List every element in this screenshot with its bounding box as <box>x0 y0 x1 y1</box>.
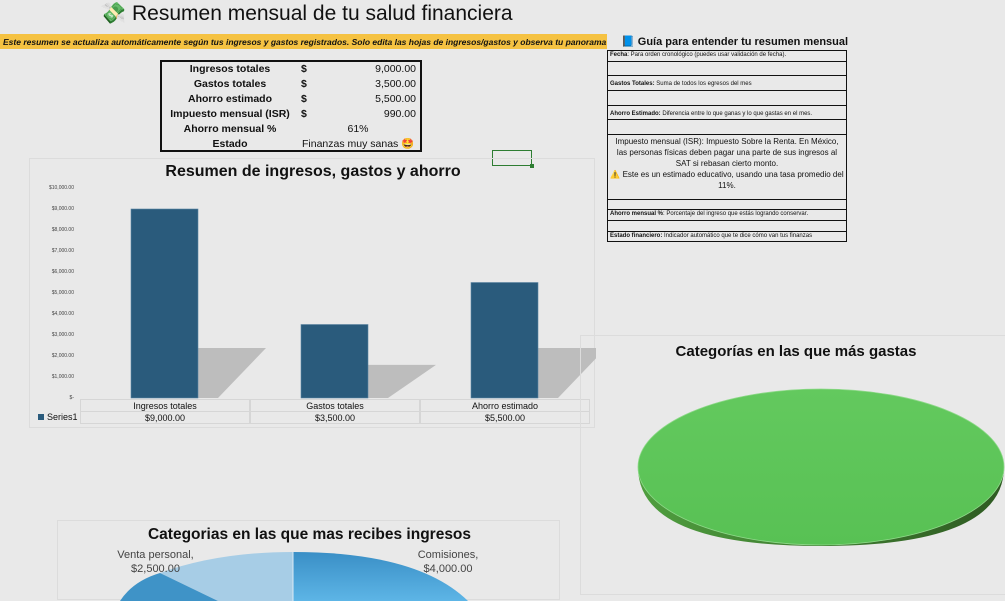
guide-row-empty <box>607 119 847 135</box>
y-tick-label: $1,000.00 <box>51 374 74 380</box>
guide-panel: 📘 Guía para entender tu resumen mensual … <box>607 35 848 245</box>
expense-pie-chart[interactable]: Categorías en las que más gastas <box>580 335 1005 595</box>
income-pie-plot <box>120 552 468 601</box>
info-banner: Este resumen se actualiza automáticament… <box>0 34 607 49</box>
legend-series1: Series1 <box>32 411 80 424</box>
pie-slice-venta <box>160 552 293 601</box>
guide-row-isr: Impuesto mensual (ISR): Impuesto Sobre l… <box>607 134 847 200</box>
bar <box>470 282 539 399</box>
data-label: $5,500.00 <box>420 411 590 424</box>
guide-row-gastos: Gastos Totales: Suma de todos los egreso… <box>607 75 847 91</box>
bar-shadow <box>198 348 266 398</box>
income-pie-chart[interactable]: Categorias en las que mas recibes ingres… <box>57 520 560 601</box>
guide-row-empty <box>607 90 847 106</box>
data-label-comisiones: Comisiones, $4,000.00 <box>417 549 479 575</box>
summary-row: Estado Finanzas muy sanas 🤩 <box>212 138 415 150</box>
summary-row: Gastos totales $3,500.00 <box>193 78 416 90</box>
pie-slice <box>637 388 1005 546</box>
money-with-wings-icon: 💸 <box>100 2 127 25</box>
y-tick-label: $8,000.00 <box>51 227 74 233</box>
guide-row-estado: Estado financiero: Indicador automático … <box>607 231 847 242</box>
y-tick-label: $4,000.00 <box>51 311 74 317</box>
summary-row: Ahorro mensual % 61% <box>183 123 369 135</box>
bar-shadow <box>538 348 596 398</box>
bar-plot <box>130 208 596 399</box>
pie-slice-comisiones <box>293 552 468 601</box>
y-tick-label: $6,000.00 <box>51 269 74 275</box>
summary-table: Ingresos totales $9,000.00 Gastos totales… <box>160 60 422 152</box>
summary-row: Ingresos totales $9,000.00 <box>189 63 416 75</box>
summary-row: Impuesto mensual (ISR) $990.00 <box>170 108 416 120</box>
pie-plot <box>637 388 1005 546</box>
data-label: $3,500.00 <box>250 411 420 424</box>
guide-row-ahorro: Ahorro Estimado: Diferencia entre lo que… <box>607 105 847 120</box>
y-tick-label: $10,000.00 <box>48 185 74 191</box>
summary-row: Ahorro estimado $5,500.00 <box>187 93 416 105</box>
y-tick-label: $- <box>69 395 74 401</box>
y-tick-label: $3,000.00 <box>51 332 74 338</box>
y-tick-label: $9,000.00 <box>51 206 74 212</box>
data-label: $9,000.00 <box>80 411 250 424</box>
legend-swatch <box>38 414 44 420</box>
page-title: 💸 Resumen mensual de tu salud financiera <box>100 2 513 25</box>
book-icon: 📘 <box>621 36 635 48</box>
guide-title: 📘 Guía para entender tu resumen mensual <box>621 36 849 48</box>
y-tick-label: $5,000.00 <box>51 290 74 296</box>
chart-title: Resumen de ingresos, gastos y ahorro <box>165 163 461 180</box>
bar <box>130 208 199 399</box>
chart-title: Categorias en las que mas recibes ingres… <box>147 526 472 543</box>
bar-chart[interactable]: Resumen de ingresos, gastos y ahorro Ing… <box>29 158 596 428</box>
y-tick-label: $2,000.00 <box>51 353 74 359</box>
data-label-venta: Venta personal, $2,500.00 <box>117 549 194 575</box>
chart-title: Categorías en las que más gastas <box>675 343 917 360</box>
guide-row-empty <box>607 61 847 76</box>
y-tick-label: $7,000.00 <box>51 248 74 254</box>
bar-shadow <box>368 364 436 398</box>
bar <box>300 324 369 399</box>
